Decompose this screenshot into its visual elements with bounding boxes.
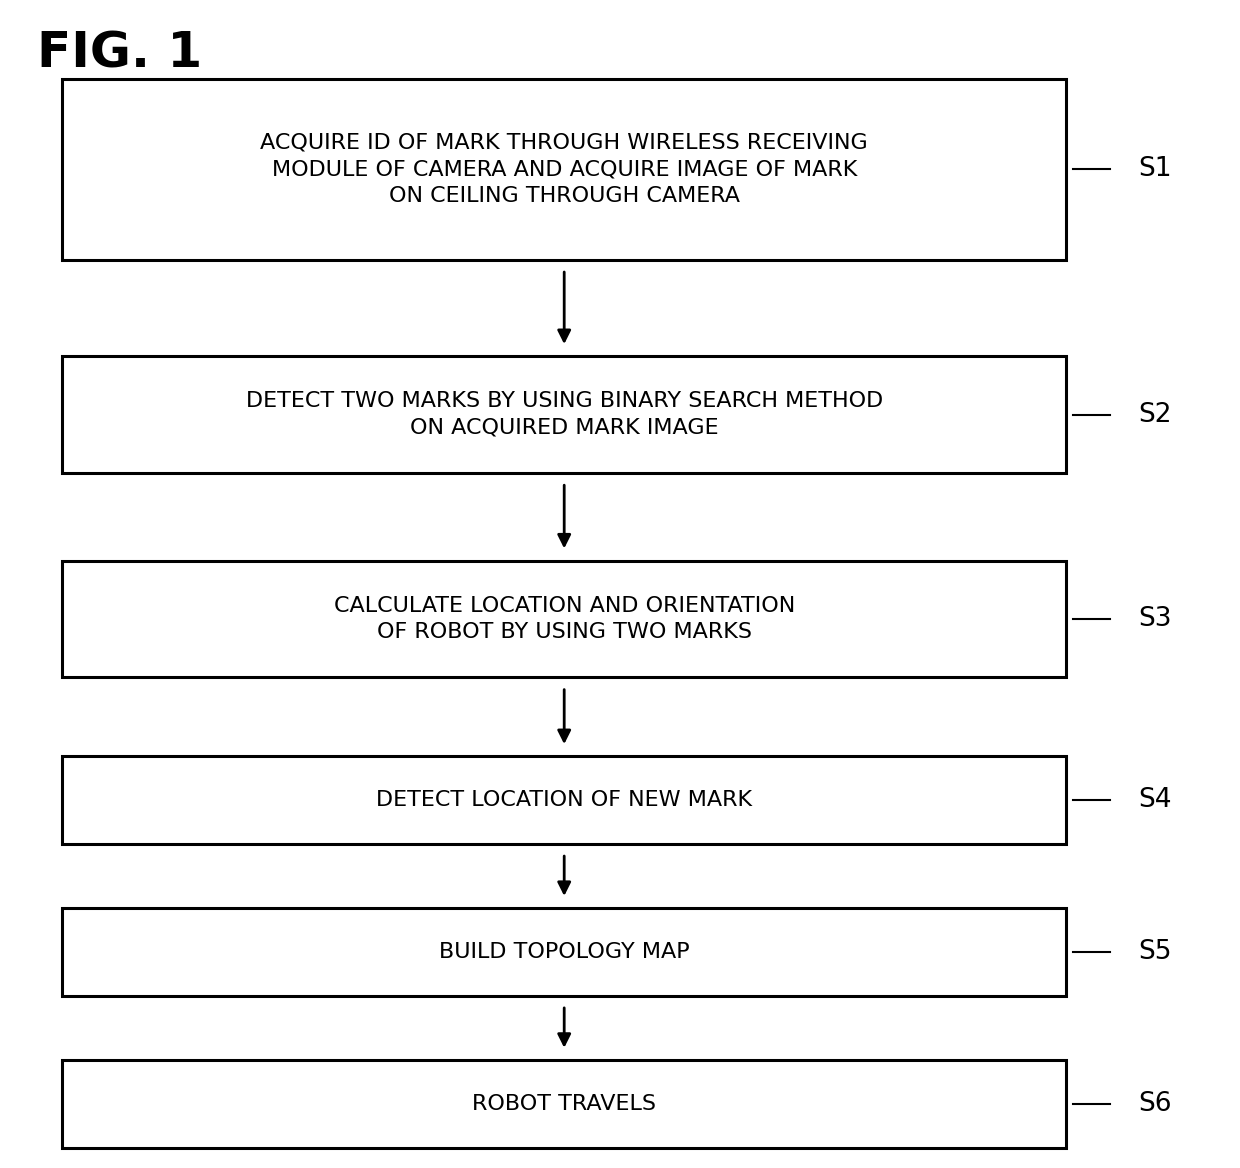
Text: S6: S6: [1138, 1091, 1172, 1117]
Bar: [62, 757, 1066, 843]
Text: CALCULATE LOCATION AND ORIENTATION
OF ROBOT BY USING TWO MARKS: CALCULATE LOCATION AND ORIENTATION OF RO…: [334, 596, 795, 642]
Bar: [62, 356, 1066, 473]
Bar: [62, 1061, 1066, 1147]
Text: S1: S1: [1138, 157, 1172, 182]
Text: ROBOT TRAVELS: ROBOT TRAVELS: [472, 1093, 656, 1114]
Text: DETECT TWO MARKS BY USING BINARY SEARCH METHOD
ON ACQUIRED MARK IMAGE: DETECT TWO MARKS BY USING BINARY SEARCH …: [246, 391, 883, 438]
Text: DETECT LOCATION OF NEW MARK: DETECT LOCATION OF NEW MARK: [376, 790, 753, 811]
Bar: [62, 561, 1066, 677]
Text: ACQUIRE ID OF MARK THROUGH WIRELESS RECEIVING
MODULE OF CAMERA AND ACQUIRE IMAGE: ACQUIRE ID OF MARK THROUGH WIRELESS RECE…: [260, 133, 868, 206]
Text: FIG. 1: FIG. 1: [37, 29, 202, 77]
Bar: [62, 79, 1066, 260]
Text: S4: S4: [1138, 787, 1172, 813]
Text: S5: S5: [1138, 939, 1172, 965]
Bar: [62, 909, 1066, 995]
Text: S3: S3: [1138, 606, 1172, 632]
Text: S2: S2: [1138, 402, 1172, 427]
Text: BUILD TOPOLOGY MAP: BUILD TOPOLOGY MAP: [439, 941, 689, 962]
